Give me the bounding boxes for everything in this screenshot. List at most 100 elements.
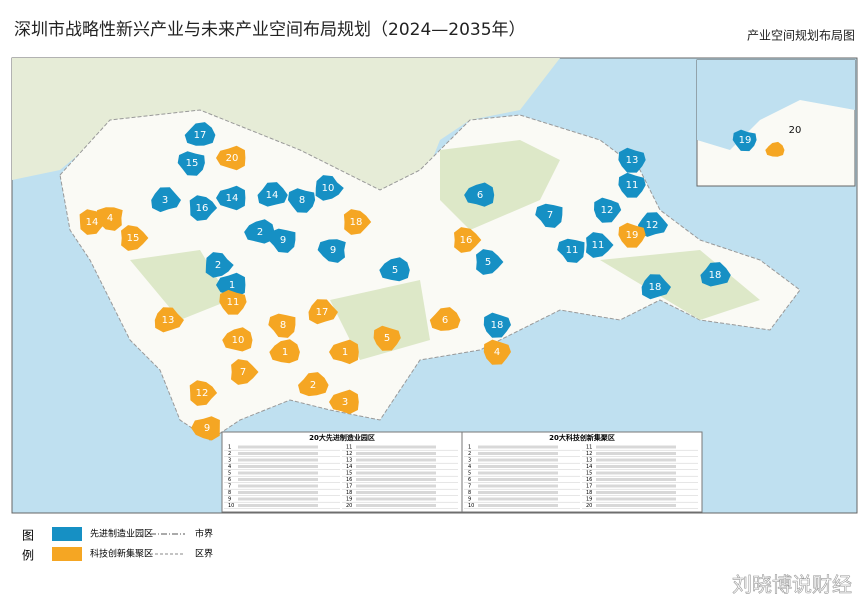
park-label: 13 (162, 315, 175, 326)
table-number: 10 (228, 503, 234, 509)
table-number: 20 (346, 503, 352, 509)
table-entry (478, 465, 558, 468)
table-entry (238, 471, 318, 475)
park-area (287, 188, 316, 213)
park-label: 2 (215, 260, 221, 271)
park-label: 6 (442, 315, 448, 326)
park-label: 9 (204, 423, 210, 434)
park-label: 17 (194, 130, 207, 141)
table-entry (596, 491, 676, 494)
park-label: 8 (280, 320, 286, 331)
park-area (329, 389, 359, 415)
table-number: 4 (468, 464, 471, 470)
park-area (476, 249, 504, 275)
park-area (700, 262, 731, 287)
legend-item: 市界 (195, 528, 213, 540)
table-entry (478, 504, 558, 507)
park-label: 17 (316, 307, 329, 318)
park-label: 3 (342, 397, 348, 408)
park-label: 16 (196, 203, 209, 214)
park-label: 12 (601, 205, 614, 216)
table-number: 14 (346, 464, 352, 470)
park-label: 10 (322, 183, 335, 194)
table-number: 12 (346, 451, 352, 457)
park-area (618, 147, 646, 173)
table-number: 3 (228, 458, 231, 464)
park-label: 7 (240, 367, 246, 378)
table-entry (596, 465, 676, 468)
park-area (454, 227, 482, 253)
table-entry (356, 478, 436, 481)
park-area (269, 339, 300, 364)
park-area (219, 289, 247, 315)
park-area (184, 122, 216, 146)
park-area (191, 416, 220, 441)
table-body: 1234567891011121314151617181920123456789… (224, 445, 698, 509)
park-label: 5 (485, 257, 491, 268)
park-label: 1 (342, 347, 348, 358)
table-entry (238, 452, 318, 455)
table-entry (356, 458, 436, 462)
park-label: 16 (460, 235, 473, 246)
table-number: 3 (468, 458, 471, 464)
park-label: 5 (384, 333, 390, 344)
park-label: 12 (196, 388, 209, 399)
park-area (765, 141, 785, 157)
park-label: 15 (186, 158, 199, 169)
park-area (317, 239, 346, 263)
table-entry (596, 478, 676, 481)
table-number: 4 (228, 464, 231, 470)
table-number: 15 (346, 471, 352, 477)
table-number: 17 (586, 484, 592, 490)
table-entry (238, 504, 318, 507)
table-number: 11 (586, 445, 592, 451)
park-label: 4 (107, 213, 113, 224)
table-number: 18 (346, 490, 352, 496)
table-number: 5 (468, 471, 471, 477)
table-entry (596, 471, 676, 475)
subtitle: 产业空间规划布局图 (747, 28, 855, 43)
park-area (429, 307, 461, 331)
table-entry (238, 478, 318, 481)
title: 深圳市战略性新兴产业与未来产业空间布局规划（2024—2035年） (14, 20, 526, 40)
park-label: 9 (280, 235, 286, 246)
park-label: 19 (626, 230, 639, 241)
table-entry (478, 497, 558, 501)
park-area (618, 172, 646, 198)
park-label: 11 (626, 180, 639, 191)
table-entry (238, 465, 318, 468)
table-entry (356, 504, 436, 507)
inset-label: 19 (739, 135, 752, 146)
table-number: 19 (346, 497, 352, 503)
legend-item: 先进制造业园区 (90, 528, 153, 540)
park-area (268, 228, 296, 253)
park-area (483, 339, 511, 365)
park-label: 2 (257, 227, 263, 238)
park-label: 1 (282, 347, 288, 358)
park-area (268, 313, 296, 338)
table-number: 6 (468, 477, 471, 483)
legend-title: 例 (22, 549, 34, 563)
table-entry (596, 445, 676, 449)
table-entry (356, 471, 436, 475)
table-number: 9 (468, 497, 471, 503)
park-area (464, 182, 495, 207)
park-area (231, 359, 259, 385)
inset-label: 20 (789, 125, 802, 136)
table-number: 20 (586, 503, 592, 509)
table-number: 19 (586, 497, 592, 503)
table-entry (596, 458, 676, 462)
table-entry (356, 497, 436, 501)
park-label: 11 (227, 297, 240, 308)
park-area (586, 232, 614, 258)
table-number: 17 (346, 484, 352, 490)
table-entry (238, 445, 318, 449)
table-entry (596, 484, 676, 488)
park-area (641, 274, 671, 300)
park-label: 18 (709, 270, 722, 281)
table-number: 8 (228, 490, 231, 496)
table-entry (356, 484, 436, 488)
park-area (216, 272, 246, 298)
park-area (216, 145, 246, 171)
